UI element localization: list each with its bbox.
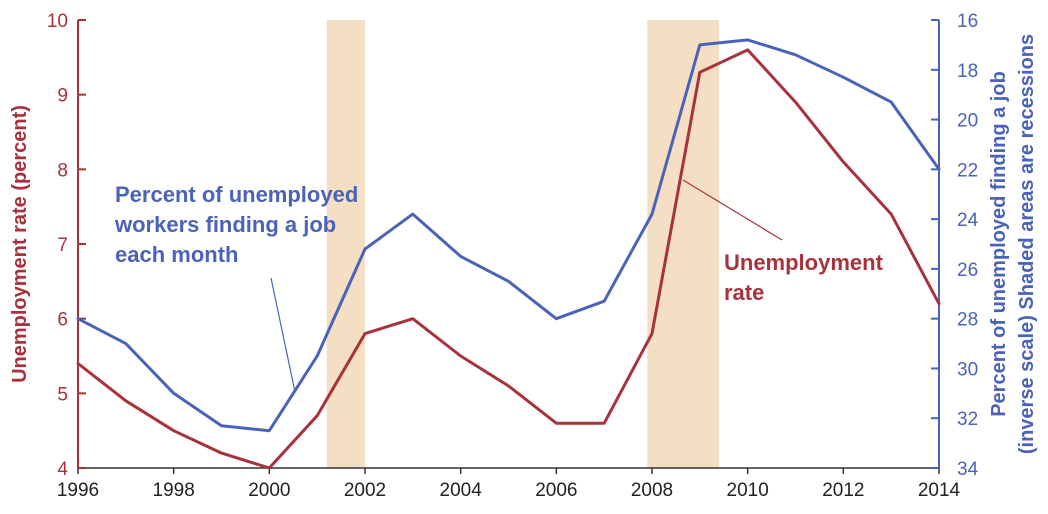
- job-finding-rate-line: [76, 38, 941, 433]
- red-annotation-leader: [682, 179, 783, 241]
- right-tick-label: 34: [957, 459, 979, 480]
- red-annotation-line1: Unemployment: [724, 250, 884, 275]
- left-axis-title: Unemployment rate (percent): [9, 105, 31, 383]
- x-tick-label: 1996: [57, 480, 99, 501]
- right-tick-label: 30: [957, 359, 978, 380]
- x-tick-label: 2014: [918, 480, 961, 501]
- recession-shading: [326, 20, 719, 468]
- blue-annotation-line3: each month: [115, 242, 238, 267]
- left-tick-label: 8: [57, 160, 68, 181]
- right-axis-title-line2: (inverse scale) Shaded areas are recessi…: [1016, 34, 1038, 454]
- axis-ticks: 4 5 6 7 8 9 10 16 18 20 22 24 26 28 30 32 34 1996 1998 2000…: [47, 11, 979, 501]
- unemployment-rate-line: [76, 48, 941, 470]
- series-lines: [76, 38, 941, 470]
- x-tick-label: 2010: [727, 480, 769, 501]
- recession-band-1: [326, 20, 365, 468]
- blue-annotation-line1: Percent of unemployed: [115, 182, 358, 207]
- blue-series-annotation: Percent of unemployed workers finding a …: [114, 182, 358, 393]
- right-tick-label: 28: [957, 310, 978, 331]
- blue-annotation-leader: [270, 277, 296, 393]
- recession-band-2: [647, 20, 719, 468]
- left-tick-label: 9: [57, 86, 68, 107]
- right-axis-title-line1: Percent of unemployed finding a job: [988, 71, 1010, 417]
- left-tick-label: 6: [57, 310, 68, 331]
- right-tick-label: 26: [957, 260, 978, 281]
- left-tick-label: 5: [57, 384, 68, 405]
- red-annotation-line2: rate: [724, 280, 764, 305]
- right-tick-label: 22: [957, 160, 978, 181]
- right-tick-label: 16: [957, 11, 978, 32]
- x-tick-label: 2002: [344, 480, 386, 501]
- x-tick-label: 2004: [440, 480, 483, 501]
- left-tick-label: 4: [57, 459, 68, 480]
- x-tick-label: 2008: [631, 480, 673, 501]
- right-tick-label: 32: [957, 409, 978, 430]
- red-series-annotation: Unemployment rate: [682, 179, 884, 305]
- right-tick-label: 24: [957, 210, 979, 231]
- x-tick-label: 1998: [153, 480, 195, 501]
- right-tick-label: 18: [957, 61, 978, 82]
- x-tick-label: 2000: [248, 480, 290, 501]
- left-tick-label: 10: [47, 11, 68, 32]
- x-tick-label: 2012: [822, 480, 864, 501]
- x-tick-label: 2006: [535, 480, 577, 501]
- left-tick-label: 7: [57, 235, 68, 256]
- blue-annotation-line2: workers finding a job: [114, 212, 336, 237]
- right-tick-label: 20: [957, 111, 978, 132]
